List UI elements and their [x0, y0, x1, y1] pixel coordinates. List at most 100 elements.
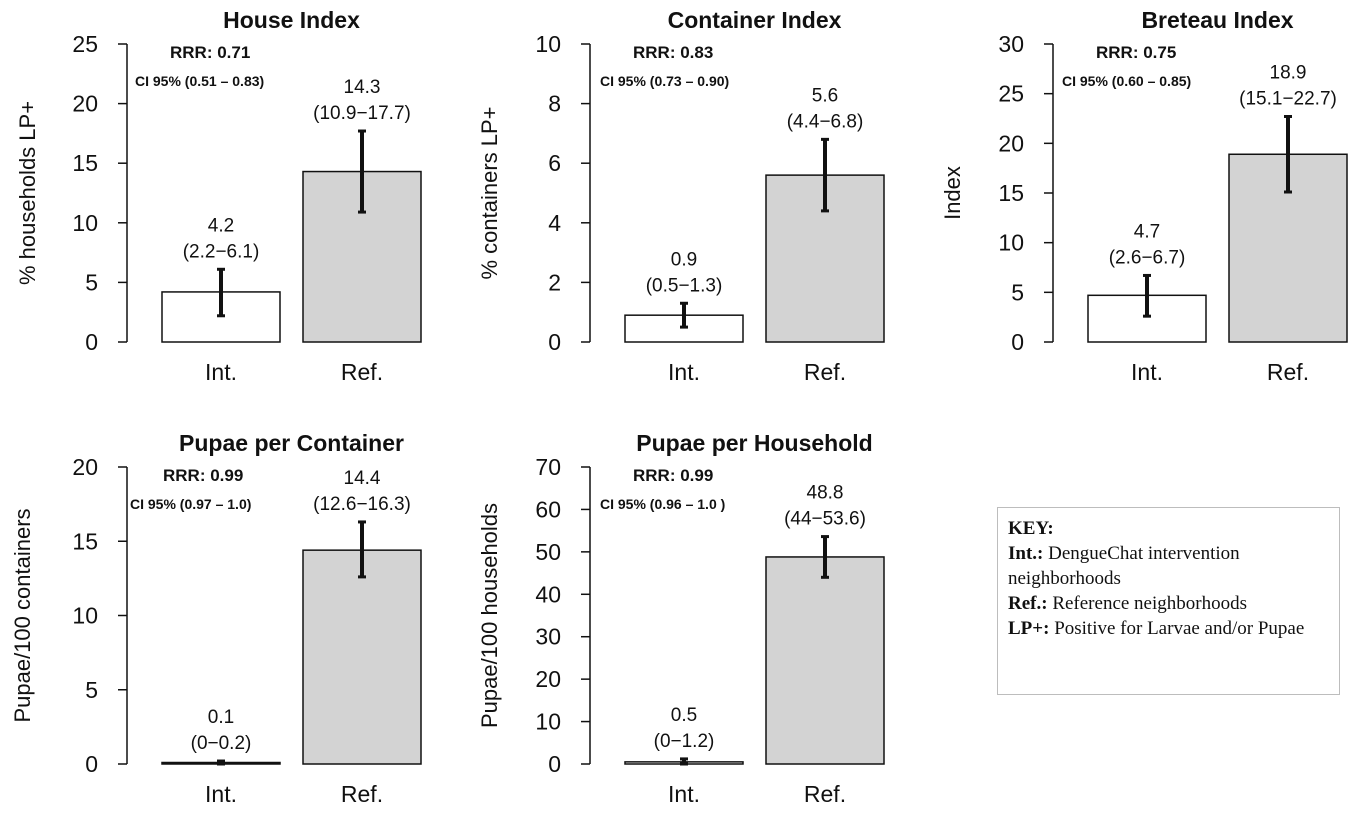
y-tick-label: 0 — [85, 751, 98, 777]
y-tick-label: 20 — [72, 91, 98, 117]
value-label: 4.7 — [1134, 221, 1160, 242]
x-tick-label: Int. — [205, 781, 237, 807]
y-tick-label: 10 — [535, 709, 561, 735]
chart-panel: Breteau Index 0 5 10 15 20 25 30 Index 4.7 (2.6−6.… — [940, 7, 1348, 385]
ci-label: (4.4−6.8) — [787, 111, 864, 132]
bar — [302, 549, 422, 765]
chart-title: Container Index — [668, 7, 842, 33]
y-tick-label: 10 — [535, 31, 561, 57]
ci95-annotation: CI 95% (0.73 – 0.90) — [600, 73, 729, 89]
y-tick-label: 20 — [998, 130, 1024, 156]
x-tick-label: Ref. — [804, 781, 846, 807]
bar — [1087, 294, 1207, 343]
ci-label: (15.1−22.7) — [1239, 89, 1337, 110]
chart-panel: Container Index 0 2 4 6 8 10 % containers LP+ 0.… — [477, 7, 885, 385]
x-tick-label: Int. — [668, 359, 700, 385]
y-tick-label: 15 — [998, 180, 1024, 206]
y-tick-label: 4 — [548, 210, 561, 236]
chart-title: Breteau Index — [1141, 7, 1293, 33]
ci-label: (12.6−16.3) — [313, 494, 411, 515]
y-tick-label: 30 — [998, 31, 1024, 57]
y-tick-label: 40 — [535, 581, 561, 607]
y-tick-label: 10 — [72, 210, 98, 236]
ci95-annotation: CI 95% (0.97 – 1.0) — [130, 496, 251, 512]
y-tick-label: 5 — [85, 269, 98, 295]
chart-panel: House Index 0 5 10 15 20 25 % households LP+ 4.2… — [15, 7, 422, 385]
x-tick-label: Int. — [1131, 359, 1163, 385]
rrr-annotation: RRR: 0.75 — [1096, 43, 1176, 62]
chart-panel: Pupae per Container 0 5 10 15 20 Pupae/100 con… — [10, 430, 422, 807]
chart-title: Pupae per Household — [636, 430, 872, 456]
y-tick-label: 15 — [72, 150, 98, 176]
value-label: 4.2 — [208, 215, 234, 236]
ci95-annotation: CI 95% (0.51 – 0.83) — [135, 73, 264, 89]
y-tick-label: 15 — [72, 528, 98, 554]
y-axis-label: Pupae/100 households — [477, 503, 502, 728]
y-tick-label: 0 — [548, 751, 561, 777]
key-lp-desc: Positive for Larvae and/or Pupae — [1054, 618, 1305, 639]
chart-title: House Index — [223, 7, 360, 33]
value-label: 5.6 — [812, 85, 838, 106]
ci-label: (0−0.2) — [191, 733, 252, 754]
x-tick-label: Ref. — [341, 359, 383, 385]
y-tick-label: 0 — [548, 329, 561, 355]
key-int-desc: DengueChat intervention neighborhoods — [1008, 543, 1240, 589]
key-legend: KEY: Int.: DengueChat intervention neigh… — [997, 507, 1340, 695]
x-tick-label: Int. — [205, 359, 237, 385]
rrr-annotation: RRR: 0.83 — [633, 43, 713, 62]
key-title: KEY: — [1008, 518, 1054, 539]
y-tick-label: 50 — [535, 539, 561, 565]
y-tick-label: 20 — [535, 666, 561, 692]
y-tick-label: 25 — [72, 31, 98, 57]
y-axis-label: Index — [940, 166, 965, 220]
key-int-term: Int.: — [1008, 543, 1044, 564]
y-tick-label: 5 — [85, 677, 98, 703]
x-tick-label: Int. — [668, 781, 700, 807]
ci-label: (0−1.2) — [654, 731, 715, 752]
y-tick-label: 70 — [535, 454, 561, 480]
y-tick-label: 25 — [998, 81, 1024, 107]
rrr-annotation: RRR: 0.99 — [633, 466, 713, 485]
chart-panel: Pupae per Household 0 10 20 30 40 50 60 70 Pupae/… — [477, 430, 885, 807]
value-label: 0.5 — [671, 705, 697, 726]
value-label: 0.9 — [671, 249, 697, 270]
y-tick-label: 30 — [535, 624, 561, 650]
chart-title: Pupae per Container — [179, 430, 404, 456]
rrr-annotation: RRR: 0.99 — [163, 466, 243, 485]
value-label: 0.1 — [208, 707, 234, 728]
ci95-annotation: CI 95% (0.60 – 0.85) — [1062, 73, 1191, 89]
rrr-annotation: RRR: 0.71 — [170, 43, 250, 62]
y-tick-label: 20 — [72, 454, 98, 480]
ci-label: (10.9−17.7) — [313, 103, 411, 124]
key-lp-term: LP+: — [1008, 618, 1050, 639]
bar — [765, 556, 885, 765]
y-axis-label: % households LP+ — [15, 101, 40, 285]
value-label: 48.8 — [807, 483, 844, 504]
ci-label: (2.2−6.1) — [183, 241, 260, 262]
key-ref-desc: Reference neighborhoods — [1052, 593, 1247, 614]
x-tick-label: Ref. — [1267, 359, 1309, 385]
y-tick-label: 0 — [85, 329, 98, 355]
y-tick-label: 2 — [548, 269, 561, 295]
y-tick-label: 10 — [998, 230, 1024, 256]
value-label: 14.4 — [344, 468, 381, 489]
ci-label: (2.6−6.7) — [1109, 247, 1186, 268]
key-ref-term: Ref.: — [1008, 593, 1048, 614]
y-tick-label: 5 — [1011, 279, 1024, 305]
y-axis-label: Pupae/100 containers — [10, 508, 35, 722]
bar — [1228, 153, 1348, 343]
ci-label: (0.5−1.3) — [646, 275, 723, 296]
value-label: 14.3 — [344, 77, 381, 98]
y-tick-label: 10 — [72, 603, 98, 629]
ci-label: (44−53.6) — [784, 509, 866, 530]
y-tick-label: 60 — [535, 496, 561, 522]
y-tick-label: 6 — [548, 150, 561, 176]
x-tick-label: Ref. — [804, 359, 846, 385]
y-axis-label: % containers LP+ — [477, 106, 502, 279]
y-tick-label: 0 — [1011, 329, 1024, 355]
x-tick-label: Ref. — [341, 781, 383, 807]
ci95-annotation: CI 95% (0.96 – 1.0 ) — [600, 496, 725, 512]
y-tick-label: 8 — [548, 91, 561, 117]
value-label: 18.9 — [1270, 63, 1307, 84]
